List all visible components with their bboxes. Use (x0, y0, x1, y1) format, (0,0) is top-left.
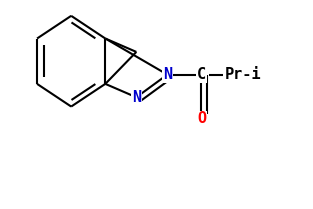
Text: N: N (163, 67, 172, 82)
Text: O: O (197, 111, 206, 126)
Text: Pr-i: Pr-i (225, 67, 261, 82)
Text: N: N (132, 90, 141, 105)
Text: C: C (197, 67, 206, 82)
